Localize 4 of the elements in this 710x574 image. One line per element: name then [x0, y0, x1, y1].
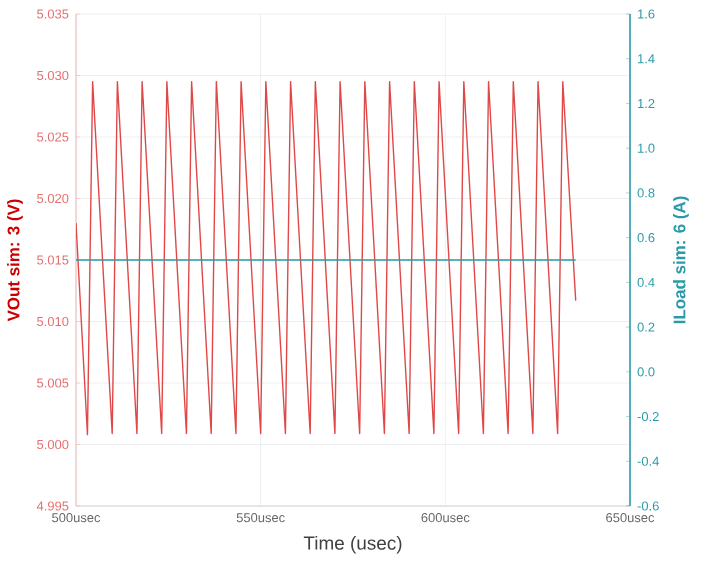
y-axis-title: VOut sim: 3 (V) [7, 199, 23, 322]
y2-axis-title: ILoad sim: 6 (A) [673, 196, 689, 324]
line-series [76, 80, 577, 436]
x-axis-title: Time (usec) [303, 535, 402, 554]
